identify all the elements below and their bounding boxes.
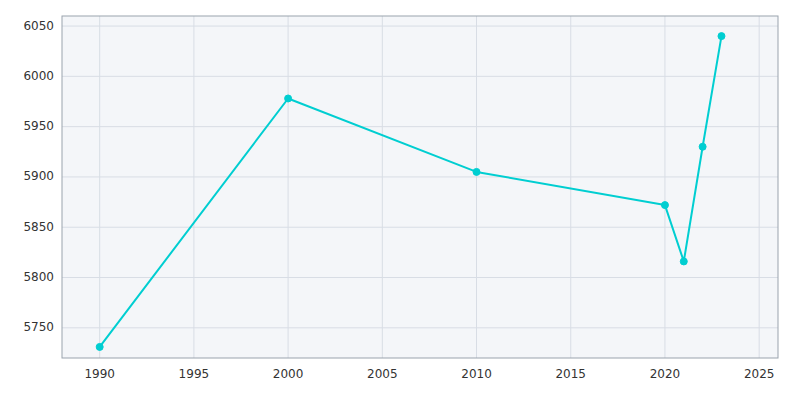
marker xyxy=(699,143,706,150)
x-tick-label: 1990 xyxy=(84,367,115,381)
chart-svg: 5750 5800 5850 5900 5950 6000 6050 1990 1995 2000… xyxy=(0,0,800,400)
x-grid-line xyxy=(288,16,289,358)
x-tick-label: 2000 xyxy=(273,367,304,381)
x-tick-label: 2015 xyxy=(555,367,586,381)
marker xyxy=(680,258,687,265)
y-grid-line xyxy=(62,327,778,328)
y-grid-line xyxy=(62,227,778,228)
x-tick-label: 2010 xyxy=(461,367,492,381)
x-grid-line xyxy=(382,16,383,358)
x-grid-line xyxy=(476,16,477,358)
x-grid-line xyxy=(664,16,665,358)
x-grid-line xyxy=(193,16,194,358)
x-grid-line xyxy=(570,16,571,358)
x-grid-line xyxy=(759,16,760,358)
y-grid-line xyxy=(62,76,778,77)
x-tick-label: 2025 xyxy=(744,367,775,381)
plot-area xyxy=(62,16,778,358)
y-tick-label: 5900 xyxy=(23,169,54,183)
y-grid-line xyxy=(62,126,778,127)
x-tick-label: 1995 xyxy=(179,367,210,381)
y-grid-line xyxy=(62,277,778,278)
marker xyxy=(661,202,668,209)
y-tick-label: 5750 xyxy=(23,320,54,334)
marker xyxy=(96,343,103,350)
y-tick-label: 5950 xyxy=(23,119,54,133)
plot-frame xyxy=(62,16,778,358)
series xyxy=(96,33,725,351)
y-tick-label: 5850 xyxy=(23,220,54,234)
y-grid-line xyxy=(62,26,778,27)
y-grid-line xyxy=(62,176,778,177)
y-tick-label: 5800 xyxy=(23,270,54,284)
y-tick-label: 6000 xyxy=(23,69,54,83)
marker xyxy=(473,168,480,175)
marker xyxy=(285,95,292,102)
line xyxy=(100,36,722,347)
x-tick-label: 2005 xyxy=(367,367,398,381)
chart-container: 5750 5800 5850 5900 5950 6000 6050 1990 1995 2000… xyxy=(0,0,800,400)
y-tick-label: 6050 xyxy=(23,19,54,33)
marker xyxy=(718,33,725,40)
x-tick-label: 2020 xyxy=(650,367,681,381)
x-grid-line xyxy=(99,16,100,358)
grid xyxy=(62,16,778,358)
